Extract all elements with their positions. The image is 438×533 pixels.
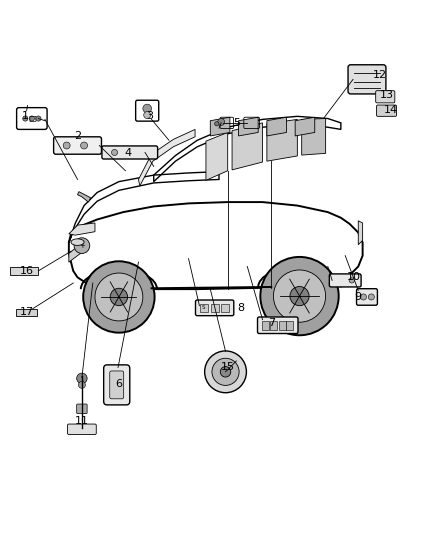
Polygon shape: [10, 266, 39, 275]
Polygon shape: [78, 192, 91, 202]
Circle shape: [205, 351, 247, 393]
Circle shape: [260, 257, 339, 335]
FancyBboxPatch shape: [357, 289, 378, 305]
Circle shape: [29, 116, 35, 121]
Polygon shape: [267, 117, 286, 136]
FancyBboxPatch shape: [77, 404, 87, 414]
Text: 5: 5: [233, 118, 240, 128]
Circle shape: [83, 261, 155, 333]
FancyBboxPatch shape: [53, 137, 102, 154]
Circle shape: [36, 116, 41, 121]
Polygon shape: [232, 123, 262, 170]
Circle shape: [290, 287, 309, 305]
Circle shape: [220, 367, 231, 377]
Text: 6: 6: [115, 379, 122, 389]
Circle shape: [81, 142, 88, 149]
Bar: [221, 304, 229, 312]
FancyBboxPatch shape: [67, 424, 96, 434]
Text: +: +: [79, 243, 85, 248]
FancyBboxPatch shape: [348, 65, 386, 94]
Text: 4: 4: [124, 148, 131, 158]
Text: 9: 9: [355, 292, 362, 302]
Bar: [270, 321, 277, 329]
FancyBboxPatch shape: [102, 146, 158, 159]
Ellipse shape: [71, 239, 84, 245]
Polygon shape: [16, 309, 37, 316]
Bar: [262, 321, 269, 329]
Text: 14: 14: [384, 105, 398, 115]
Circle shape: [112, 149, 117, 156]
FancyBboxPatch shape: [329, 274, 361, 287]
Circle shape: [368, 294, 374, 300]
Circle shape: [215, 122, 219, 126]
Text: □: □: [28, 114, 36, 123]
Text: 3: 3: [146, 111, 153, 122]
Circle shape: [77, 373, 87, 384]
Circle shape: [23, 116, 28, 121]
Polygon shape: [69, 239, 86, 262]
Text: 13: 13: [380, 90, 394, 100]
FancyBboxPatch shape: [110, 371, 124, 399]
Text: 8: 8: [237, 303, 244, 313]
Text: 7: 7: [268, 318, 275, 328]
Text: 12: 12: [373, 70, 387, 80]
Text: 2: 2: [74, 131, 81, 141]
Circle shape: [212, 358, 239, 385]
Text: S: S: [202, 305, 205, 310]
FancyBboxPatch shape: [377, 105, 396, 116]
Circle shape: [78, 382, 85, 389]
Polygon shape: [358, 221, 363, 245]
Polygon shape: [267, 119, 297, 161]
Polygon shape: [295, 117, 315, 136]
Circle shape: [144, 111, 151, 118]
Circle shape: [360, 294, 367, 300]
Text: 1: 1: [22, 111, 29, 122]
Text: 15: 15: [221, 361, 235, 372]
Bar: [200, 304, 208, 312]
Text: 17: 17: [20, 307, 34, 317]
Circle shape: [63, 142, 70, 149]
Polygon shape: [302, 118, 325, 155]
Bar: [279, 321, 286, 329]
Circle shape: [143, 104, 152, 113]
Polygon shape: [138, 130, 195, 186]
FancyBboxPatch shape: [104, 365, 130, 405]
Circle shape: [95, 273, 143, 321]
Circle shape: [74, 238, 90, 254]
Circle shape: [218, 118, 225, 125]
Polygon shape: [239, 117, 258, 136]
Text: 11: 11: [75, 416, 89, 426]
Polygon shape: [69, 223, 95, 235]
Polygon shape: [206, 133, 228, 180]
FancyBboxPatch shape: [258, 317, 298, 334]
Text: 16: 16: [20, 266, 34, 276]
FancyBboxPatch shape: [376, 91, 395, 103]
Text: 10: 10: [347, 272, 361, 282]
Bar: [286, 321, 293, 329]
Bar: [211, 304, 219, 312]
Polygon shape: [210, 117, 230, 136]
FancyBboxPatch shape: [195, 300, 234, 316]
Circle shape: [273, 270, 325, 322]
Circle shape: [349, 278, 354, 283]
Circle shape: [110, 288, 127, 305]
